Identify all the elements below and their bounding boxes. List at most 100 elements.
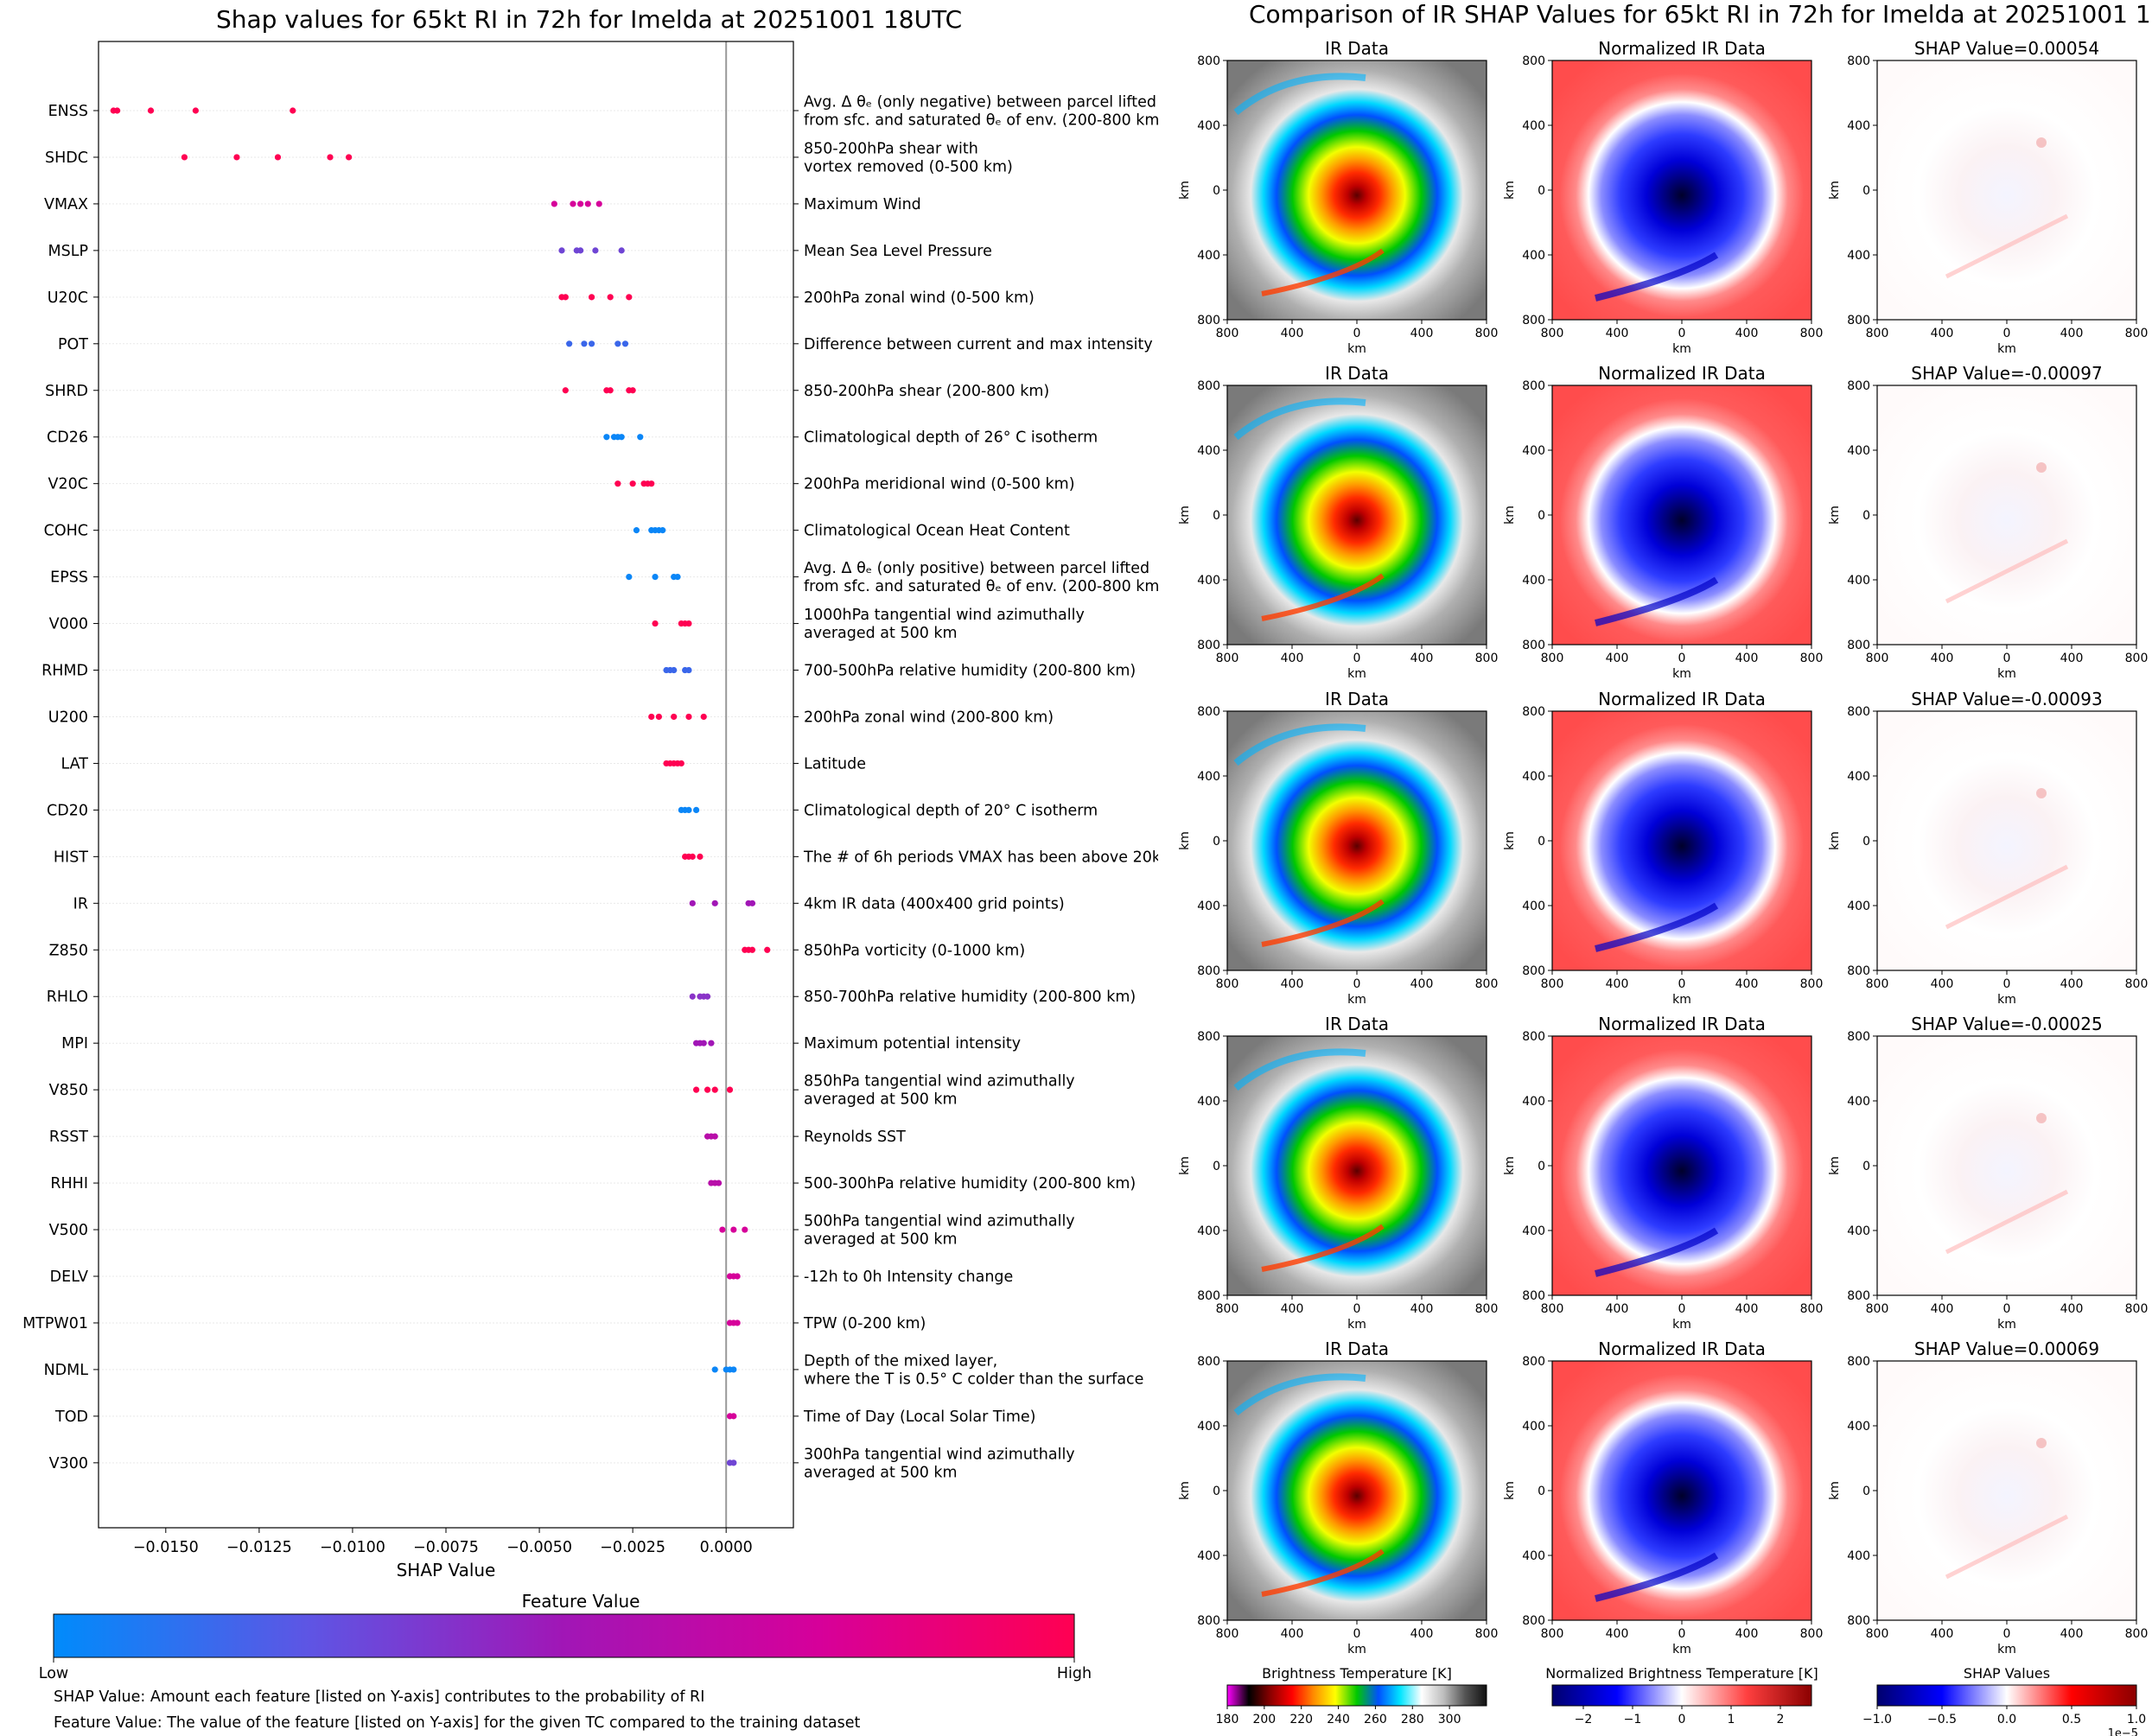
shap-point-mslp: [577, 247, 584, 254]
feature-desc-v300: 300hPa tangential wind azimuthally: [804, 1446, 1075, 1463]
feature-code-hist: HIST: [54, 849, 88, 866]
shap-values-colorbar: [1876, 1684, 2137, 1707]
x-tick-label: 400: [1931, 652, 1954, 665]
feature-desc-delv: -12h to 0h Intensity change: [804, 1269, 1013, 1286]
shap-point-shrd: [629, 387, 636, 394]
y-tick-label: 400: [1197, 770, 1220, 784]
y-tick-label: 400: [1522, 900, 1545, 913]
y-tick-label: 800: [1522, 639, 1545, 652]
x-axis-label: km: [1347, 1643, 1366, 1657]
shap-point-u200: [700, 713, 707, 721]
x-tick-label: −0.0050: [506, 1539, 572, 1556]
y-tick-label: 800: [1197, 964, 1220, 978]
ir-comparison-grid: IR Data 800 800 400 400 0 0 400 400 800 800 km km Nor…: [1178, 38, 2148, 1736]
y-tick-label: 400: [1197, 1224, 1220, 1238]
x-tick-label: 400: [1281, 1627, 1304, 1641]
x-tick-label: 400: [1281, 652, 1304, 665]
feature-colorbar: [53, 1613, 1075, 1658]
feature-desc-pot: Difference between current and max inten…: [804, 336, 1153, 353]
y-tick-label: 800: [1847, 1355, 1870, 1369]
shap-point-cd20: [693, 806, 700, 814]
y-tick-label: 800: [1847, 54, 1870, 68]
y-tick-label: 400: [1197, 1420, 1220, 1434]
y-tick-label: 800: [1847, 1030, 1870, 1044]
y-axis-label: km: [1503, 181, 1517, 200]
x-tick-label: 0: [1678, 1627, 1686, 1641]
y-tick-label: 800: [1847, 379, 1870, 393]
x-tick-label: 800: [1800, 1627, 1824, 1641]
shap-point-v000: [685, 620, 692, 627]
y-tick-label: 800: [1522, 705, 1545, 719]
x-axis-label: km: [1347, 667, 1366, 681]
feature-code-tod: TOD: [54, 1409, 88, 1426]
x-tick-label: 0: [2003, 1627, 2011, 1641]
shap-image: [1877, 385, 2136, 645]
shap-point-pot: [614, 340, 621, 347]
y-tick-label: 800: [1522, 314, 1545, 327]
x-tick-label: 400: [1931, 977, 1954, 991]
feature-desc-ndml: Depth of the mixed layer,: [804, 1352, 997, 1370]
cold-band-feature: [1595, 1227, 1719, 1277]
norm-ir-image: [1552, 711, 1811, 970]
x-tick-label: 400: [1735, 1627, 1759, 1641]
feature-code-cd20: CD20: [47, 802, 88, 819]
shap-value-note: SHAP Value: Amount each feature [listed …: [54, 1688, 705, 1706]
colorbar-title: Normalized Brightness Temperature [K]: [1545, 1665, 1818, 1682]
ir-panel-title: IR Data: [1325, 1339, 1389, 1359]
y-tick-label: 400: [1847, 1224, 1870, 1238]
y-tick-label: 0: [1213, 835, 1220, 849]
x-tick-label: 800: [1800, 327, 1824, 340]
x-tick-label: 800: [1475, 1302, 1499, 1316]
ir-panel-title: IR Data: [1325, 363, 1389, 384]
shap-image: [1877, 711, 2136, 970]
rainband-feature: [1261, 573, 1385, 621]
x-tick-label: 400: [1931, 1627, 1954, 1641]
feature-desc-v20c: 200hPa meridional wind (0-500 km): [804, 476, 1075, 493]
shap-point-v500: [730, 1226, 737, 1233]
norm-ir-image: [1552, 385, 1811, 645]
y-tick-label: 800: [1197, 1614, 1220, 1628]
x-tick-label: 800: [1475, 977, 1499, 991]
x-axis-label: km: [1672, 667, 1691, 681]
feature-desc-u200: 200hPa zonal wind (200-800 km): [804, 709, 1054, 726]
shap-point-ir: [689, 900, 696, 906]
feature-desc-v850: averaged at 500 km: [804, 1091, 958, 1109]
feature-desc-v500: 500hPa tangential wind azimuthally: [804, 1213, 1075, 1230]
feature-code-ir: IR: [73, 895, 88, 913]
y-tick-label: 400: [1847, 1095, 1870, 1109]
feature-code-rhmd: RHMD: [41, 663, 88, 680]
rainband-feature: [1261, 1548, 1385, 1597]
x-axis-label: km: [1672, 342, 1691, 356]
shap-point-v850: [726, 1086, 734, 1093]
feature-desc-mpi: Maximum potential intensity: [804, 1035, 1021, 1052]
y-tick-label: 400: [1522, 574, 1545, 588]
shap-point-u20c: [626, 294, 633, 301]
x-tick-label: 0: [1353, 1302, 1361, 1316]
feature-value-note: Feature Value: The value of the feature …: [54, 1714, 861, 1732]
y-tick-label: 400: [1197, 444, 1220, 458]
shap-point-cohc: [659, 527, 666, 534]
norm-ir-image: [1552, 60, 1811, 320]
shap-panel-title: SHAP Value=-0.00097: [1911, 363, 2102, 384]
x-tick-label: 400: [2060, 977, 2084, 991]
x-tick-label: 0: [1678, 1302, 1686, 1316]
y-tick-label: 400: [1522, 249, 1545, 263]
shap-point-pot: [566, 340, 573, 347]
x-tick-label: 0: [2003, 327, 2011, 340]
x-tick-label: 800: [1216, 652, 1239, 665]
feature-desc-mslp: Mean Sea Level Pressure: [804, 243, 992, 260]
feature-desc-cohc: Climatological Ocean Heat Content: [804, 523, 1070, 540]
colorbar-title: Brightness Temperature [K]: [1262, 1665, 1452, 1682]
shap-point-u20c: [607, 294, 614, 301]
cold-band-feature: [1595, 576, 1719, 626]
y-tick-label: 800: [1522, 1289, 1545, 1303]
y-axis-label: km: [1828, 181, 1842, 200]
feature-code-rhhi: RHHI: [50, 1175, 88, 1192]
y-tick-label: 400: [1847, 119, 1870, 133]
x-tick-label: 400: [2060, 327, 2084, 340]
x-tick-label: 800: [1800, 977, 1824, 991]
feature-desc-ndml: where the T is 0.5° C colder than the su…: [804, 1370, 1143, 1388]
y-tick-label: 0: [1862, 835, 1870, 849]
feature-desc-z850: 850hPa vorticity (0-1000 km): [804, 942, 1025, 959]
y-tick-label: 400: [1197, 900, 1220, 913]
